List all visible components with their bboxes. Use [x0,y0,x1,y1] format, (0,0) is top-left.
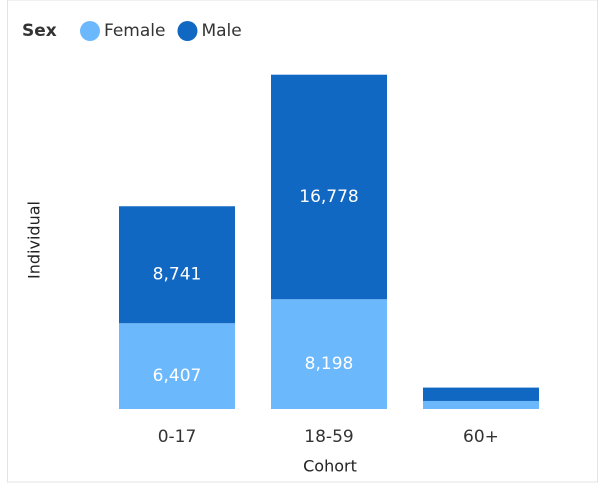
x-tick-label: 0-17 [158,427,197,447]
bar-segment [423,400,539,409]
x-tick-label: 60+ [463,427,499,447]
data-label: 8,741 [153,265,202,285]
x-axis-label: Cohort [303,457,357,476]
data-label: 16,778 [299,187,358,207]
data-label: 6,407 [153,366,202,386]
legend-title: Sex [22,21,57,41]
data-label: 8,198 [305,354,354,374]
bar-segment [271,74,387,300]
bar-segment [423,387,539,401]
legend-label: Female [104,21,165,41]
legend-swatch [80,21,100,41]
y-axis-label: Individual [25,201,44,279]
legend-swatch [177,21,198,41]
bar-segment [119,323,235,409]
x-tick-label: 18-59 [304,427,353,447]
bar-segment [271,299,387,409]
bar-segment [119,206,235,324]
legend-label: Male [201,21,241,41]
